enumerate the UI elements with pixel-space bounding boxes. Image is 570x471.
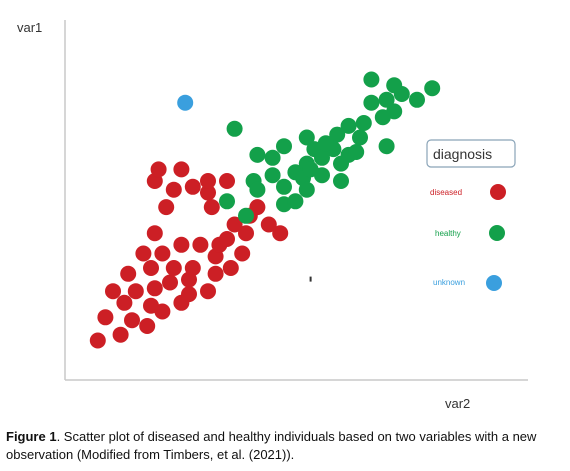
point-healthy-24 [409, 91, 425, 108]
legend-label-diseased: diseased [430, 188, 462, 197]
point-diseased-20 [184, 260, 201, 276]
point-diseased-29 [219, 231, 235, 247]
point-healthy-35 [276, 138, 292, 155]
point-diseased-44 [203, 199, 220, 216]
point-diseased-3 [124, 312, 140, 329]
point-diseased-36 [146, 225, 163, 242]
legend-swatch-diseased [490, 184, 506, 200]
legend-swatch-unknown [486, 275, 502, 291]
point-diseased-7 [154, 303, 171, 320]
point-diseased-23 [234, 245, 251, 262]
point-diseased-15 [200, 283, 216, 300]
point-diseased-41 [165, 181, 182, 198]
point-healthy-37 [352, 129, 368, 146]
point-healthy-29 [333, 155, 349, 172]
point-healthy-9 [298, 181, 315, 198]
point-diseased-12 [162, 274, 178, 291]
point-healthy-32 [298, 129, 315, 146]
legend-swatch-healthy [489, 225, 505, 241]
point-diseased-45 [200, 173, 216, 189]
point-healthy-12 [314, 149, 330, 166]
point-healthy-39 [249, 181, 266, 198]
legend-label-healthy: healthy [435, 229, 461, 238]
point-diseased-16 [207, 265, 224, 282]
point-healthy-16 [329, 126, 346, 143]
point-healthy-4 [276, 178, 292, 195]
point-diseased-35 [249, 199, 266, 216]
point-healthy-8 [287, 193, 304, 210]
legend-label-unknown: unknown [433, 278, 465, 287]
point-diseased-34 [272, 225, 289, 242]
point-diseased-0 [89, 332, 106, 349]
legend-title: diagnosis [433, 146, 492, 162]
point-unknown-0 [177, 94, 194, 111]
scatter-plot: var1 var2 diagnosis diseased healthy unk… [17, 20, 528, 411]
point-healthy-34 [249, 146, 266, 163]
point-healthy-38 [333, 173, 349, 189]
point-diseased-27 [192, 236, 209, 253]
point-diseased-43 [200, 184, 216, 201]
data-points [89, 71, 441, 349]
point-healthy-3 [264, 167, 281, 184]
point-diseased-10 [127, 283, 144, 300]
point-diseased-11 [146, 280, 163, 297]
point-diseased-17 [120, 265, 137, 282]
point-diseased-33 [260, 216, 277, 233]
point-diseased-31 [226, 216, 243, 233]
y-axis-label: var1 [17, 20, 42, 35]
point-diseased-46 [219, 173, 235, 189]
point-healthy-0 [219, 193, 235, 210]
x-axis-label: var2 [445, 396, 470, 411]
point-diseased-19 [165, 260, 182, 276]
point-diseased-40 [150, 161, 167, 178]
point-healthy-17 [340, 117, 357, 134]
point-diseased-26 [173, 236, 190, 253]
point-diseased-9 [105, 283, 121, 300]
point-diseased-30 [238, 225, 254, 242]
legend: diagnosis diseased healthy unknown [426, 139, 516, 291]
point-healthy-1 [238, 207, 254, 224]
point-diseased-1 [112, 326, 129, 343]
point-diseased-42 [184, 178, 201, 195]
annotation-tick-0 [309, 276, 312, 282]
point-healthy-25 [424, 80, 441, 97]
point-healthy-15 [348, 144, 365, 160]
point-healthy-27 [386, 77, 403, 94]
point-healthy-28 [378, 138, 395, 155]
point-healthy-21 [378, 91, 395, 108]
caption-label: Figure 1 [6, 429, 57, 444]
point-diseased-25 [154, 245, 171, 262]
point-healthy-30 [317, 135, 334, 152]
point-diseased-18 [143, 260, 159, 276]
point-diseased-39 [173, 161, 190, 178]
annotations [309, 276, 312, 282]
point-healthy-22 [386, 103, 403, 120]
point-healthy-36 [302, 161, 319, 178]
legend-title-box [426, 139, 516, 168]
point-healthy-18 [355, 115, 372, 131]
point-healthy-19 [363, 94, 380, 111]
point-diseased-14 [181, 286, 197, 303]
point-diseased-24 [135, 245, 152, 262]
point-diseased-37 [158, 199, 175, 216]
point-diseased-22 [222, 260, 239, 276]
figure-caption: Figure 1. Scatter plot of diseased and h… [6, 428, 566, 464]
point-diseased-2 [97, 309, 114, 326]
point-healthy-26 [363, 71, 380, 88]
point-diseased-5 [116, 294, 133, 311]
point-healthy-40 [226, 120, 243, 137]
point-healthy-33 [264, 149, 281, 166]
caption-text: . Scatter plot of diseased and healthy i… [6, 429, 537, 462]
point-diseased-4 [139, 318, 156, 334]
